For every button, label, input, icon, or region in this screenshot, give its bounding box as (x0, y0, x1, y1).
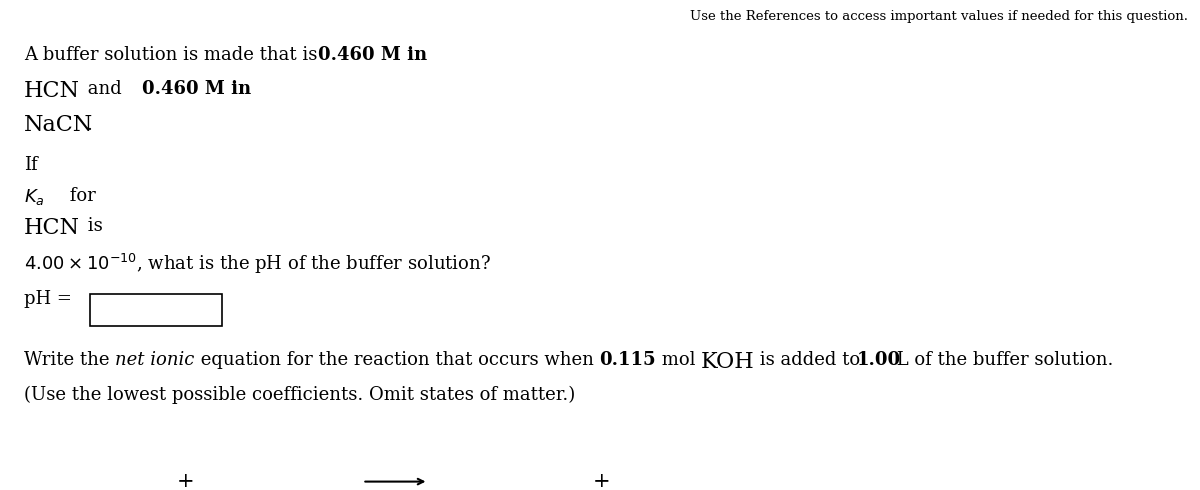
Text: mol: mol (656, 351, 701, 369)
Text: KOH: KOH (701, 351, 755, 373)
FancyBboxPatch shape (90, 294, 222, 326)
FancyBboxPatch shape (206, 454, 344, 490)
Text: (Use the lowest possible coefficients. Omit states of matter.): (Use the lowest possible coefficients. O… (24, 385, 575, 404)
Text: and: and (82, 80, 127, 98)
Text: 0.460 M in: 0.460 M in (142, 80, 251, 98)
Text: +: + (593, 472, 611, 490)
Text: A buffer solution is made that is: A buffer solution is made that is (24, 46, 323, 64)
Text: for: for (64, 187, 95, 205)
Text: +: + (176, 472, 194, 490)
Text: 0.115: 0.115 (599, 351, 656, 369)
Text: is added to: is added to (754, 351, 866, 369)
Text: $4.00 \times 10^{-10}$, what is the pH of the buffer solution?: $4.00 \times 10^{-10}$, what is the pH o… (24, 252, 491, 276)
Text: HCN: HCN (24, 80, 80, 102)
Text: net ionic: net ionic (115, 351, 194, 369)
FancyBboxPatch shape (24, 454, 162, 490)
Text: pH =: pH = (24, 290, 72, 308)
Text: L of the buffer solution.: L of the buffer solution. (890, 351, 1114, 369)
FancyBboxPatch shape (623, 454, 761, 490)
Text: HCN: HCN (24, 218, 80, 240)
Text: If: If (24, 156, 37, 174)
Text: Write the: Write the (24, 351, 115, 369)
Text: is: is (82, 218, 102, 235)
Text: equation for the reaction that occurs when: equation for the reaction that occurs wh… (194, 351, 599, 369)
Text: $K_a$: $K_a$ (24, 187, 44, 207)
FancyBboxPatch shape (440, 454, 578, 490)
Text: Use the References to access important values if needed for this question.: Use the References to access important v… (690, 9, 1188, 23)
Text: 0.460 M in: 0.460 M in (318, 46, 427, 64)
Text: NaCN: NaCN (24, 115, 94, 136)
Text: .: . (86, 116, 92, 134)
Text: 1.00: 1.00 (857, 351, 901, 369)
